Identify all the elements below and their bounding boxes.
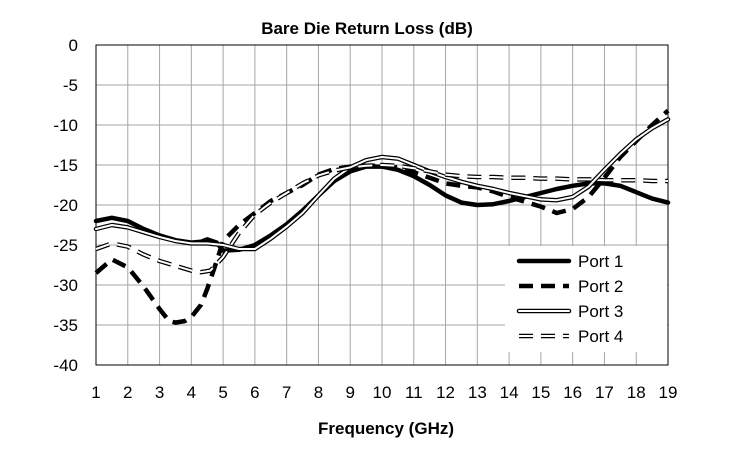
legend-label-port-3: Port 3: [578, 302, 623, 321]
x-tick-label: 6: [250, 383, 259, 402]
legend: Port 1 Port 2 Port 3 Port 4: [505, 246, 667, 352]
x-tick-label: 19: [659, 383, 678, 402]
chart-title: Bare Die Return Loss (dB): [261, 19, 473, 38]
x-tick-label: 9: [345, 383, 354, 402]
series-line-port-3: [93, 117, 671, 252]
y-tick-label: -20: [53, 196, 78, 215]
plot-area: [95, 44, 669, 366]
x-tick-label: 7: [282, 383, 291, 402]
x-tick-label: 13: [468, 383, 487, 402]
x-tick-label: 3: [155, 383, 164, 402]
tick-labels: 1 2 3 4 5 6 7 8 9 10 11 12 13 14 15 16 17 18 190-5-10-15-2…: [53, 36, 677, 402]
legend-label-port-4: Port 4: [578, 327, 623, 346]
y-tick-label: -40: [53, 356, 78, 375]
y-tick-label: -30: [53, 276, 78, 295]
y-tick-label: 0: [69, 36, 78, 55]
x-tick-label: 12: [436, 383, 455, 402]
y-tick-label: -5: [63, 76, 78, 95]
legend-label-port-2: Port 2: [578, 277, 623, 296]
legend-label-port-1: Port 1: [578, 252, 623, 271]
y-tick-label: -35: [53, 316, 78, 335]
y-tick-label: -10: [53, 116, 78, 135]
x-tick-label: 8: [314, 383, 323, 402]
x-tick-label: 4: [187, 383, 196, 402]
y-tick-label: -15: [53, 156, 78, 175]
series-group: [93, 108, 671, 325]
x-tick-label: 18: [627, 383, 646, 402]
x-tick-label: 10: [373, 383, 392, 402]
x-tick-label: 5: [218, 383, 227, 402]
x-tick-label: 16: [563, 383, 582, 402]
x-tick-label: 17: [595, 383, 614, 402]
y-tick-label: -25: [53, 236, 78, 255]
x-tick-label: 1: [91, 383, 100, 402]
x-tick-label: 11: [405, 383, 423, 402]
x-tick-label: 15: [531, 383, 550, 402]
x-axis-title: Frequency (GHz): [318, 419, 454, 438]
x-tick-label: 2: [123, 383, 132, 402]
x-tick-label: 14: [500, 383, 519, 402]
